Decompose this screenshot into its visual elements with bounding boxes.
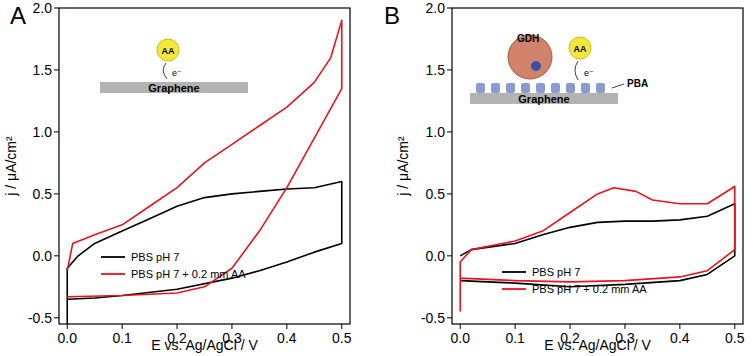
y-axis-label: j / μA/cm²: [395, 136, 411, 197]
inset-schematic: Graphene AA e⁻: [100, 39, 248, 94]
x-tick: [286, 324, 287, 329]
inset-label: AA: [574, 44, 587, 54]
x-tick-label: 0.0: [451, 330, 471, 346]
pba-linker: [596, 83, 605, 93]
y-tick-label: 1.5: [33, 62, 53, 78]
inset-label: PBA: [627, 78, 648, 89]
figure: 0.00.10.20.30.40.5-0.50.00.51.01.52.0E v…: [0, 0, 755, 356]
panel-0: 0.00.10.20.30.40.5-0.50.00.51.01.52.0E v…: [3, 0, 352, 353]
y-tick-label: 1.0: [33, 124, 53, 140]
x-tick: [122, 324, 123, 329]
y-tick-label: 0.0: [426, 248, 446, 264]
series-group: [460, 186, 735, 311]
graphene-bar: [470, 93, 618, 104]
y-tick-label: 0.0: [33, 248, 53, 264]
x-tick: [231, 324, 232, 329]
inset-label: AA: [162, 46, 175, 56]
y-tick-label: 0.5: [426, 186, 446, 202]
legend-label: PBS pH 7 + 0.2 mm AA: [131, 268, 246, 280]
legend-label: PBS pH 7: [131, 251, 179, 263]
legend-swatch: [502, 271, 526, 273]
y-tick-label: 0.5: [33, 186, 53, 202]
y-tick-label: 1.5: [426, 62, 446, 78]
cv-curve: [67, 181, 342, 324]
graphene-bar: [100, 82, 248, 93]
x-axis-label: E vs. Ag/AgCl / V: [544, 337, 651, 353]
inset-label: GDH: [517, 33, 539, 44]
y-tick-label: 2.0: [33, 0, 53, 16]
pba-pointer: [612, 84, 624, 88]
y-axis-label: j / μA/cm²: [3, 136, 19, 197]
legend-label: PBS pH 7 + 0.2 mm AA: [532, 283, 647, 295]
y-tick-label: 2.0: [426, 0, 446, 16]
legend: PBS pH 7 PBS pH 7 + 0.2 mm AA: [502, 266, 647, 295]
inset-label: e⁻: [584, 68, 594, 78]
x-tick-label: 0.1: [505, 330, 525, 346]
x-tick-label: 0.1: [112, 330, 132, 346]
panel-label: B: [384, 2, 400, 29]
y-tick: [54, 193, 59, 194]
x-tick: [515, 324, 516, 329]
y-tick-label: -0.5: [421, 310, 445, 326]
y-tick: [54, 317, 59, 318]
legend-swatch: [101, 273, 125, 275]
y-tick: [447, 317, 452, 318]
chart-canvas: 0.00.10.20.30.40.5-0.50.00.51.01.52.0E v…: [0, 0, 755, 356]
y-tick: [54, 131, 59, 132]
x-tick: [624, 324, 625, 329]
legend-swatch: [101, 256, 125, 258]
x-tick-label: 0.4: [670, 330, 690, 346]
inset-schematic: Graphene GDH AA e⁻ PBA: [470, 33, 648, 105]
series-group: [67, 20, 342, 324]
inset-label: e⁻: [172, 68, 182, 78]
y-tick: [54, 8, 59, 9]
y-tick: [447, 8, 452, 9]
panel-label: A: [10, 2, 26, 29]
inset-label: Graphene: [148, 82, 199, 94]
x-tick: [734, 324, 735, 329]
aa-molecule: [569, 37, 591, 59]
x-tick: [460, 324, 461, 329]
y-tick-label: -0.5: [28, 310, 52, 326]
y-tick-label: 1.0: [426, 124, 446, 140]
x-axis-label: E vs. Ag/AgCl / V: [151, 337, 258, 353]
pba-linker: [536, 83, 545, 93]
pba-linker: [581, 83, 590, 93]
x-tick: [177, 324, 178, 329]
y-tick: [447, 131, 452, 132]
x-tick: [570, 324, 571, 329]
plot-frame: [59, 8, 350, 324]
pba-linker: [551, 83, 560, 93]
x-tick: [67, 324, 68, 329]
pba-linker: [521, 83, 530, 93]
pba-linker: [566, 83, 575, 93]
inset-label: Graphene: [518, 93, 569, 105]
y-tick: [447, 193, 452, 194]
pba-linker: [476, 83, 485, 93]
y-tick: [447, 255, 452, 256]
electron-arrow: [575, 61, 578, 80]
x-tick: [341, 324, 342, 329]
x-tick: [679, 324, 680, 329]
cv-curve: [460, 186, 735, 311]
cv-curve: [67, 20, 342, 296]
y-tick: [54, 255, 59, 256]
x-tick-label: 0.5: [725, 330, 745, 346]
plot-frame: [452, 8, 743, 324]
pba-linker: [491, 83, 500, 93]
y-tick: [54, 69, 59, 70]
aa-molecule: [157, 39, 179, 61]
x-tick-label: 0.5: [332, 330, 352, 346]
x-tick-label: 0.4: [277, 330, 297, 346]
y-tick: [447, 69, 452, 70]
panel-1: 0.00.10.20.30.40.5-0.50.00.51.01.52.0E v…: [384, 0, 745, 353]
legend-label: PBS pH 7: [532, 266, 580, 278]
x-tick-label: 0.0: [58, 330, 78, 346]
electron-arrow: [163, 63, 167, 79]
legend-swatch: [502, 288, 526, 290]
enzyme-cofactor: [531, 61, 541, 71]
pba-linker: [506, 83, 515, 93]
legend: PBS pH 7 PBS pH 7 + 0.2 mm AA: [101, 251, 246, 280]
